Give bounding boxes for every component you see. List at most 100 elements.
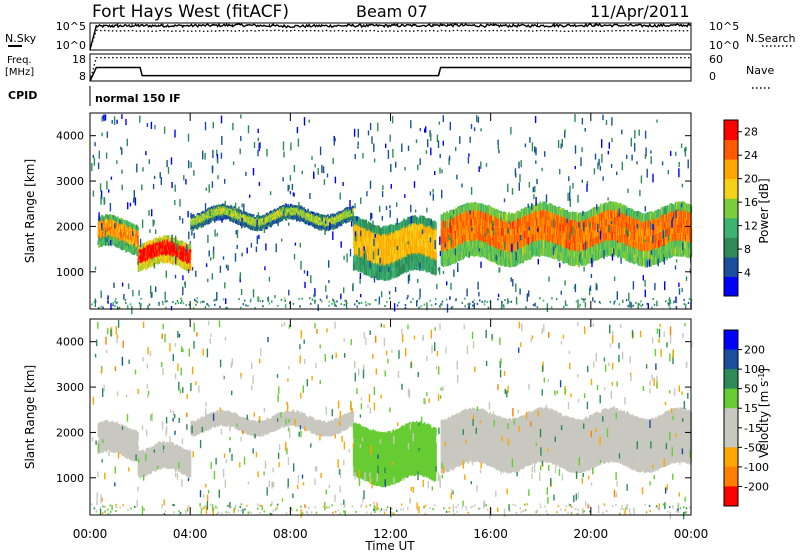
scatter-cell [126,242,129,246]
scatter-cell [298,211,300,214]
scatter-cell [163,251,165,256]
scatter-cell [297,219,299,221]
scatter-cell [310,217,313,220]
scatter-cell [114,242,117,247]
scatter-cell [312,211,314,214]
noise-left-tick-top: 10^5 [56,20,86,33]
power-scatter-cells [91,114,693,315]
scatter-cell [131,237,134,241]
scatter-cell [181,240,184,245]
scatter-cell [213,205,215,208]
scatter-cell [274,208,276,211]
scatter-cell [143,251,145,255]
scatter-cell [141,243,144,248]
scatter-cell [278,213,281,216]
scatter-cell [150,247,153,252]
scatter-cell [235,221,238,224]
scatter-cell [259,218,261,221]
scatter-cell [137,226,139,231]
scatter-cell [105,236,107,241]
scatter-cell [190,228,192,231]
scatter-cell [333,213,335,216]
scatter-cell [328,224,330,227]
scatter-cell [373,263,376,271]
scatter-cell [299,218,302,221]
beam-label: Beam 07 [356,2,428,21]
scatter-cell [261,228,263,231]
nsky-label: N.Sky [5,32,37,45]
scatter-cell [215,218,218,221]
scatter-cell [300,217,303,220]
scatter-cell [266,218,269,221]
frequency-series-line [89,66,691,82]
scatter-cell [350,216,352,218]
scatter-cell [128,221,130,226]
scatter-cell [347,216,350,219]
scatter-cell [170,248,172,253]
nave-label: Nave [746,64,774,77]
scatter-cell [216,204,218,207]
scatter-cell [218,206,220,209]
scatter-cell [196,227,199,230]
scatter-cell [214,205,216,208]
scatter-cell [254,216,256,219]
scatter-cell [189,248,192,253]
scatter-cell [125,247,128,253]
scatter-cell [318,227,321,230]
scatter-cell [252,216,255,219]
scatter-cell [338,211,340,214]
scatter-cell [307,210,309,213]
scatter-cell [293,205,295,208]
scatter-cell [107,234,110,240]
scatter-cell [330,214,332,217]
freq-label: Freq. [7,55,32,66]
scatter-cell [318,214,321,217]
scatter-cell [309,210,312,213]
scatter-cell [300,218,302,221]
scatter-cell [137,251,139,256]
scatter-cell [217,218,219,221]
scatter-cell [287,203,289,206]
freq-left-tick-top: 18 [72,53,86,66]
scatter-cell [165,252,168,256]
scatter-cell [306,212,308,215]
scatter-cell [172,245,174,249]
scatter-cell [351,214,353,216]
scatter-cell [223,207,226,209]
scatter-cell [170,256,172,261]
scatter-cell [189,245,192,249]
scatter-cell [202,223,205,226]
scatter-cell [275,221,277,224]
scatter-cell [135,233,137,238]
scatter-cell [348,218,350,221]
scatter-cell [117,216,119,221]
scatter-cell [155,237,158,242]
scatter-cell [281,218,284,221]
scatter-cell [324,221,326,223]
scatter-cell [339,224,341,227]
scatter-cell [264,227,267,230]
scatter-cell [134,225,136,230]
scatter-cell [179,259,181,263]
scatter-cell [288,209,290,212]
scatter-cell [179,262,182,266]
scatter-cell [230,204,233,208]
scatter-cell [377,256,379,264]
scatter-cell [107,237,110,242]
scatter-cell [340,212,343,214]
scatter-cell [346,220,348,223]
scatter-cell [191,227,193,230]
scatter-cell [345,221,347,224]
scatter-cell [317,213,320,216]
scatter-cell [302,220,304,222]
scatter-cell [336,212,338,215]
scatter-cell [198,219,201,222]
scatter-cell [208,208,211,211]
scatter-cell [251,228,254,231]
scatter-cell [126,238,129,243]
scatter-cell [129,248,132,254]
scatter-cell [324,215,326,218]
scatter-cell [352,208,355,210]
scatter-cell [367,245,370,253]
scatter-cell [107,215,109,220]
